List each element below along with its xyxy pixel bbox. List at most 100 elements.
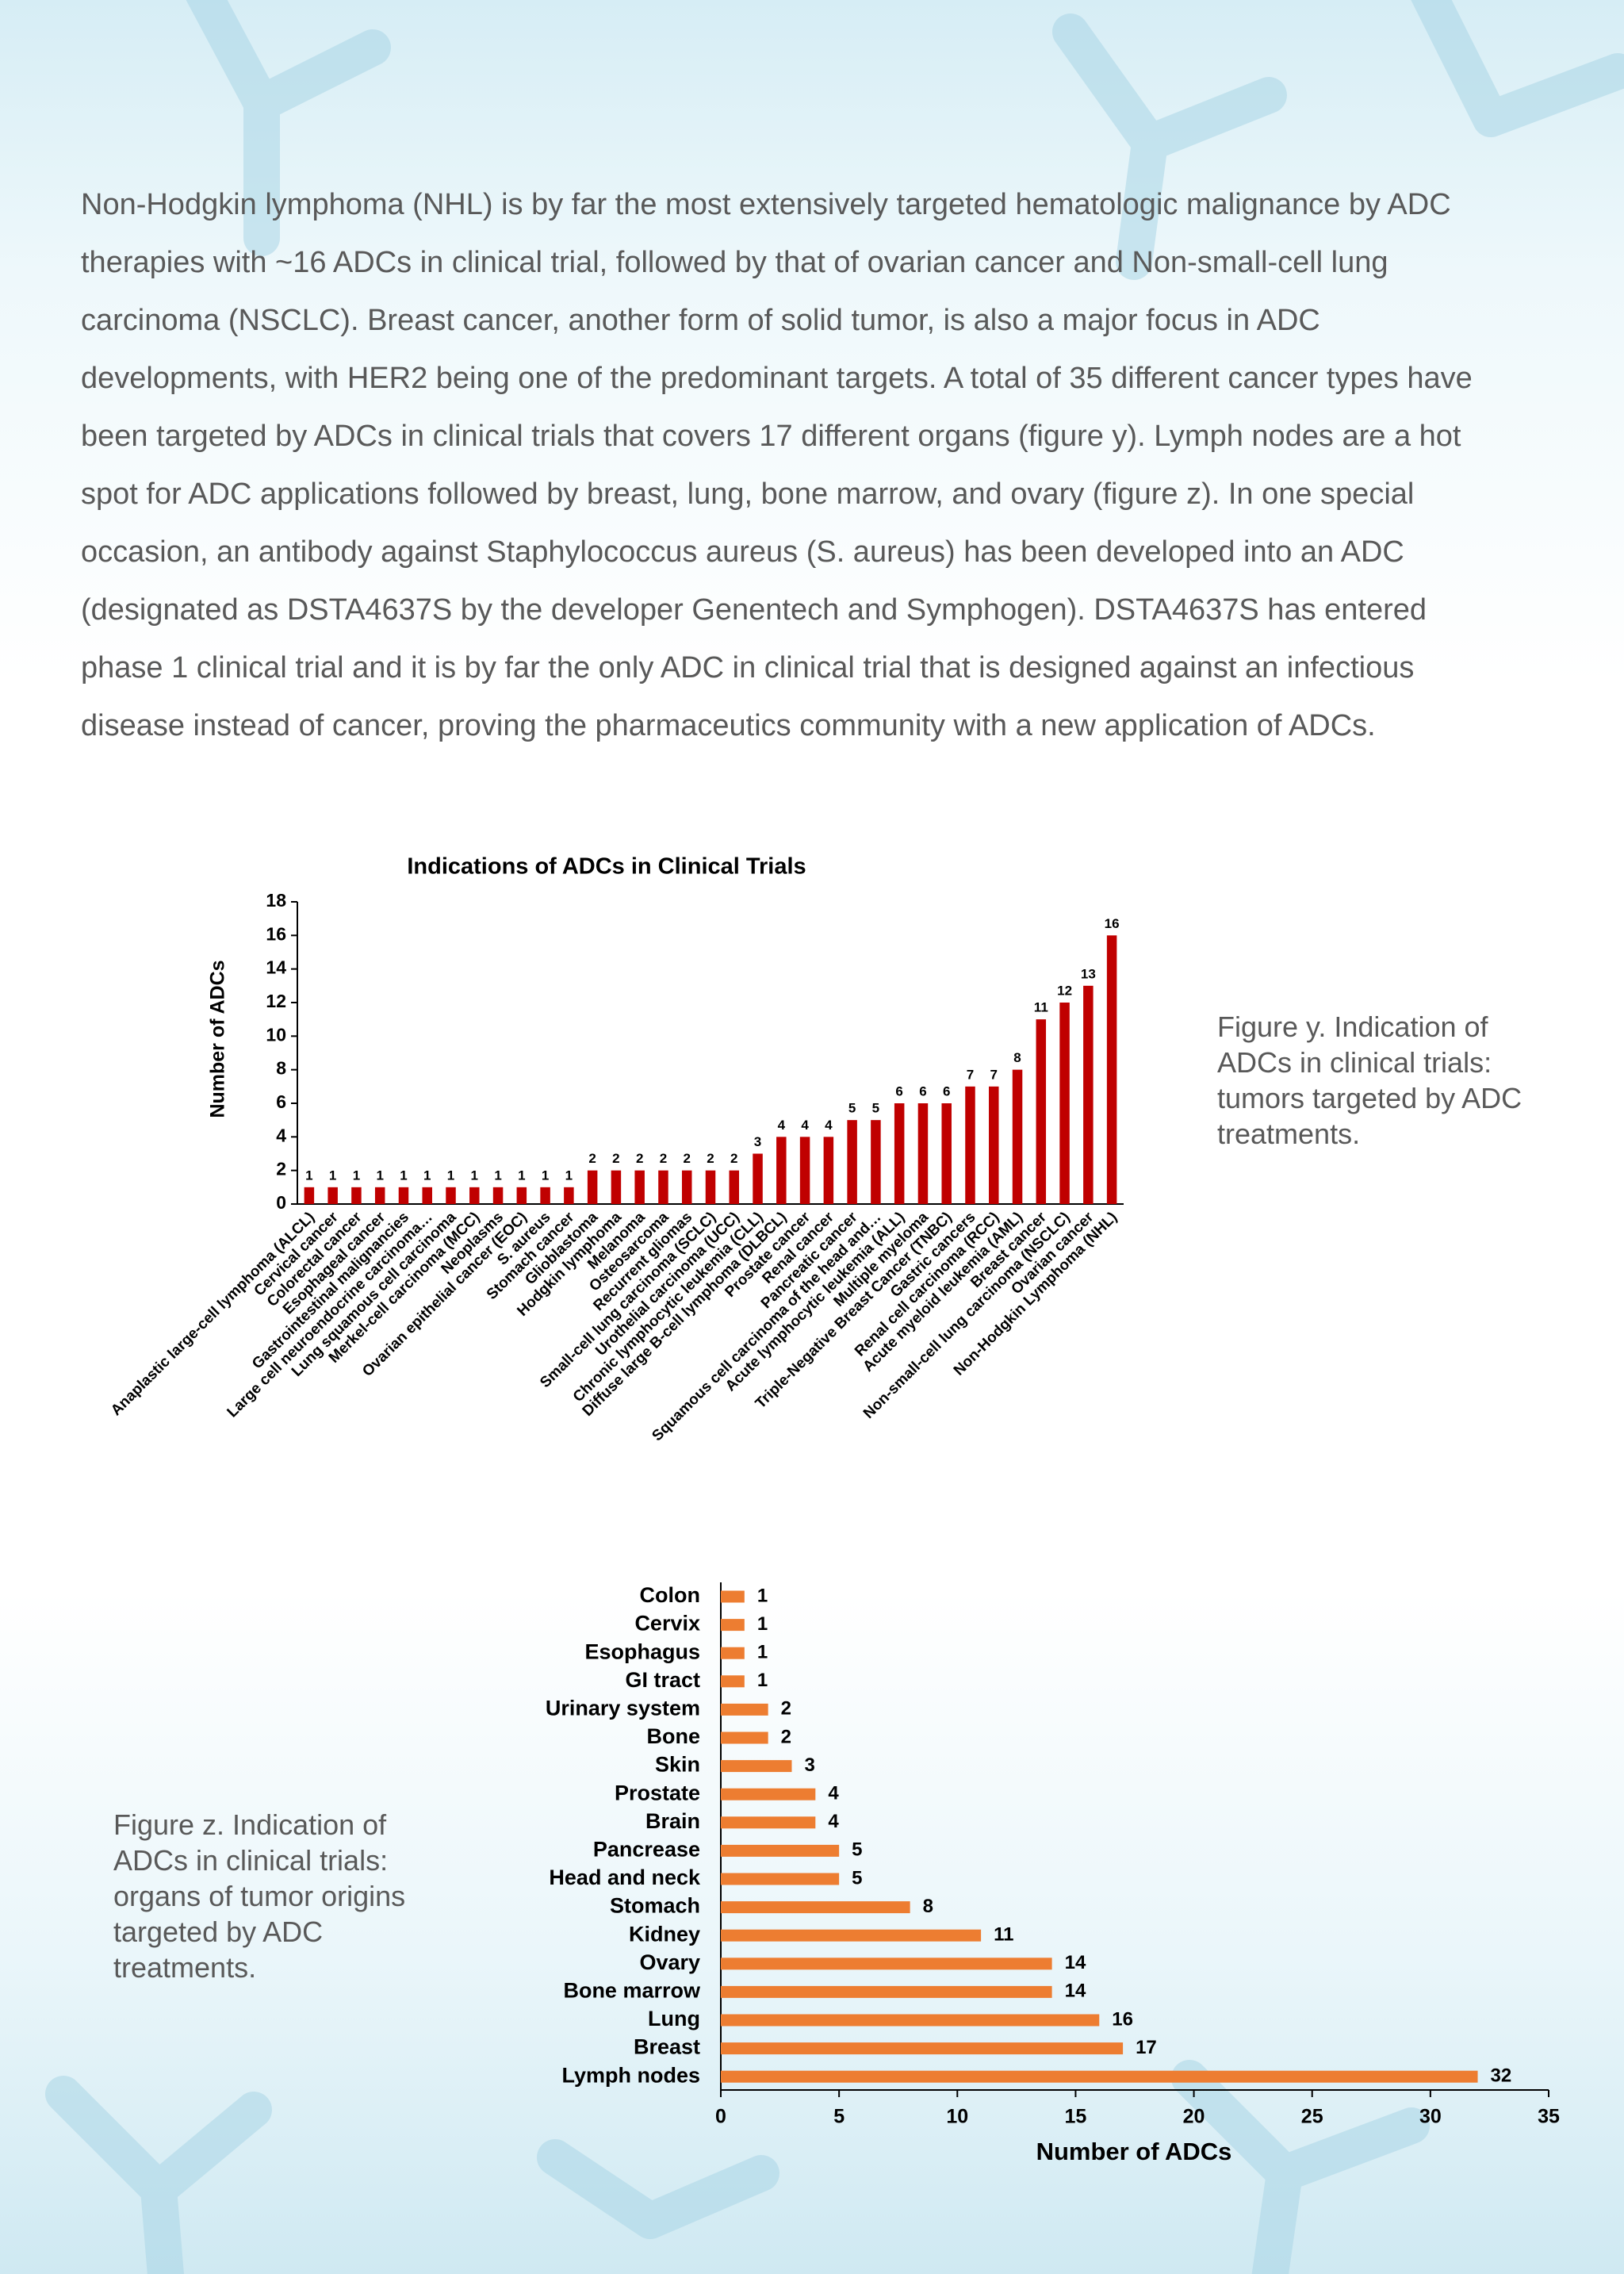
- bar: [540, 1187, 550, 1204]
- data-label: 8: [923, 1896, 933, 1917]
- data-label: 1: [565, 1168, 573, 1183]
- data-label: 1: [494, 1168, 501, 1183]
- y-tick-label: 2: [276, 1159, 286, 1179]
- y-tick-label: 10: [266, 1024, 286, 1045]
- x-tick-label: 0: [715, 2106, 726, 2128]
- data-label: 2: [781, 1698, 791, 1720]
- bar: [658, 1170, 668, 1204]
- chart-title: Indications of ADCs in Clinical Trials: [407, 854, 806, 880]
- y-tick-label: 0: [276, 1192, 286, 1213]
- bar: [721, 1760, 792, 1773]
- bar: [1106, 935, 1117, 1204]
- data-label: 6: [943, 1083, 950, 1099]
- y-tick-label: Pancrease: [593, 1838, 700, 1862]
- data-label: 16: [1112, 2008, 1133, 2030]
- x-tick-label: 10: [946, 2106, 968, 2128]
- data-label: 16: [1105, 916, 1120, 931]
- data-label: 7: [967, 1067, 974, 1082]
- y-tick-label: Lung: [648, 2007, 700, 2030]
- bar: [564, 1187, 574, 1204]
- bar: [894, 1103, 905, 1204]
- data-label: 1: [447, 1168, 454, 1183]
- data-label: 2: [588, 1151, 596, 1166]
- data-label: 17: [1136, 2037, 1157, 2058]
- data-label: 5: [872, 1101, 879, 1116]
- data-label: 2: [660, 1151, 667, 1166]
- data-label: 4: [801, 1118, 809, 1133]
- bar: [1059, 1003, 1070, 1204]
- data-label: 4: [828, 1783, 839, 1804]
- bar: [941, 1103, 952, 1204]
- y-tick-label: 4: [276, 1125, 286, 1145]
- data-label: 4: [778, 1118, 786, 1133]
- data-label: 4: [825, 1118, 833, 1133]
- bar: [705, 1170, 716, 1204]
- bar: [398, 1187, 409, 1204]
- data-label: 7: [990, 1067, 998, 1082]
- data-label: 8: [1013, 1050, 1021, 1065]
- bar: [721, 1816, 816, 1829]
- bar: [721, 2014, 1100, 2027]
- data-label: 1: [423, 1168, 431, 1183]
- bar: [634, 1170, 645, 1204]
- y-tick-label: Stomach: [610, 1894, 700, 1918]
- bar: [304, 1187, 315, 1204]
- bar: [1083, 985, 1094, 1204]
- data-label: 1: [353, 1168, 360, 1183]
- data-label: 1: [376, 1168, 383, 1183]
- y-tick-label: Kidney: [629, 1922, 700, 1946]
- data-label: 11: [994, 1924, 1013, 1946]
- bar: [422, 1187, 432, 1204]
- x-tick-label: 15: [1065, 2106, 1087, 2128]
- bar: [327, 1187, 338, 1204]
- bar: [721, 2070, 1478, 2083]
- y-tick-label: Head and neck: [549, 1866, 701, 1889]
- y-tick-label: 14: [266, 957, 286, 978]
- bar: [721, 1590, 745, 1603]
- y-tick-label: 18: [266, 890, 286, 911]
- data-label: 5: [852, 1867, 862, 1889]
- y-tick-label: Ovary: [639, 1950, 700, 1974]
- data-label: 5: [848, 1101, 856, 1116]
- bar: [721, 1844, 840, 1857]
- bar: [721, 1675, 745, 1688]
- data-label: 1: [305, 1168, 312, 1183]
- data-label: 1: [471, 1168, 478, 1183]
- bar: [989, 1086, 999, 1204]
- bar: [917, 1103, 929, 1204]
- y-tick-label: Urinary system: [546, 1697, 700, 1720]
- bar: [721, 1619, 745, 1632]
- data-label: 3: [804, 1754, 814, 1776]
- bar: [776, 1137, 787, 1204]
- bar: [516, 1187, 527, 1204]
- data-label: 5: [852, 1839, 862, 1861]
- bar: [965, 1086, 975, 1204]
- y-tick-label: Brain: [645, 1809, 700, 1833]
- x-tick-label: 20: [1183, 2106, 1205, 2128]
- data-label: 2: [730, 1151, 737, 1166]
- data-label: 3: [754, 1134, 761, 1149]
- y-tick-label: 6: [276, 1091, 286, 1112]
- y-tick-label: Prostate: [615, 1781, 700, 1804]
- data-label: 1: [518, 1168, 525, 1183]
- bar: [681, 1170, 692, 1204]
- x-tick-label: 30: [1419, 2106, 1442, 2128]
- bar: [721, 1731, 768, 1744]
- data-label: 2: [612, 1151, 619, 1166]
- bar: [721, 1958, 1052, 1970]
- y-tick-label: Skin: [655, 1753, 700, 1777]
- bar: [753, 1153, 763, 1204]
- data-label: 2: [707, 1151, 714, 1166]
- data-label: 1: [757, 1670, 768, 1691]
- bar: [721, 1901, 910, 1914]
- bar: [721, 1985, 1052, 1998]
- bar: [1036, 1019, 1047, 1204]
- bar: [799, 1137, 810, 1204]
- bar: [721, 2042, 1124, 2055]
- bar: [587, 1170, 598, 1204]
- bar: [721, 1929, 982, 1942]
- data-label: 6: [895, 1083, 902, 1099]
- bar: [847, 1120, 857, 1204]
